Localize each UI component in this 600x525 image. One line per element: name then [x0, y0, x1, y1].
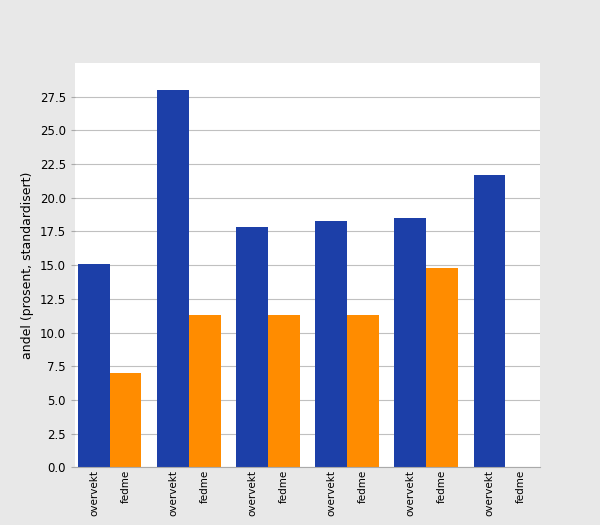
Y-axis label: andel (prosent, standardisert): andel (prosent, standardisert) — [21, 172, 34, 359]
Bar — [316, 220, 347, 467]
Bar — [78, 264, 110, 467]
Bar — [347, 315, 379, 467]
Bar — [473, 175, 505, 467]
Bar — [426, 268, 458, 467]
Bar — [189, 315, 221, 467]
Bar — [157, 90, 189, 467]
Bar — [394, 218, 426, 467]
Bar — [268, 315, 299, 467]
Bar — [110, 373, 142, 467]
Bar — [236, 227, 268, 467]
